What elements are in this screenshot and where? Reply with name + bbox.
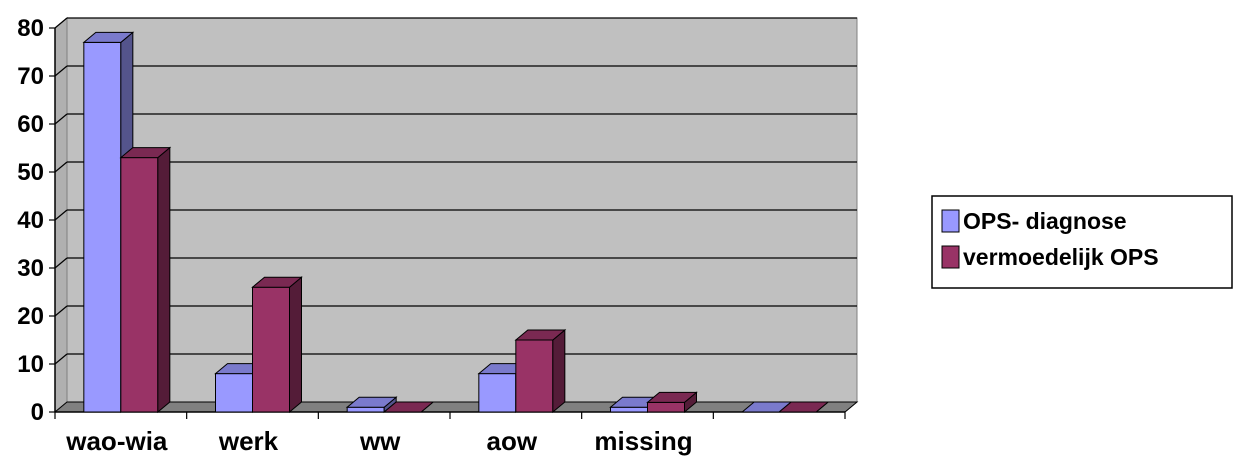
- x-tick-label: ww: [359, 426, 401, 456]
- gridlines: [54, 17, 857, 365]
- bar-top: [514, 329, 567, 341]
- bar-front: [478, 373, 517, 413]
- bar-side: [552, 328, 566, 414]
- bar: [382, 401, 435, 413]
- y-tick-label: 20: [17, 303, 44, 330]
- bar-top: [119, 147, 172, 159]
- plot-floor: [53, 401, 859, 413]
- plot-background: [53, 16, 859, 414]
- gridline-side: [54, 161, 68, 173]
- y-tick-label: 0: [31, 399, 44, 426]
- bar-top: [646, 391, 698, 403]
- gridline-side: [54, 113, 68, 125]
- legend-label: vermoedelijk OPS: [963, 244, 1159, 270]
- legend-item: vermoedelijk OPS: [941, 244, 1159, 270]
- axis-labels: 0 10 20 30 40 50 60 70 80 wao-wia werk ww aow missing: [17, 15, 692, 456]
- bar: [251, 276, 303, 414]
- axes: [49, 27, 846, 419]
- bar-top: [251, 276, 303, 288]
- bar: [777, 401, 830, 413]
- bar-front: [83, 41, 122, 413]
- bar-top: [382, 401, 435, 413]
- y-tick-label: 50: [17, 159, 44, 186]
- gridline-side: [54, 17, 68, 29]
- bar-top: [82, 31, 135, 43]
- y-tick-label: 40: [17, 207, 44, 234]
- x-tick-label: aow: [487, 426, 538, 456]
- legend-swatch: [941, 245, 960, 269]
- bar: [514, 328, 567, 414]
- bar: [119, 146, 172, 414]
- legend-box: [931, 195, 1233, 289]
- y-tick-label: 60: [17, 111, 44, 138]
- bar-front: [610, 406, 648, 413]
- legend-swatch: [941, 209, 960, 233]
- x-tick-label: wao-wia: [65, 426, 168, 456]
- bar-front: [252, 286, 290, 413]
- y-tick-label: 70: [17, 63, 44, 90]
- bar-front: [120, 157, 159, 413]
- y-tick-label: 80: [17, 15, 44, 42]
- bar: [345, 396, 398, 414]
- bar-side: [289, 276, 302, 414]
- bar: [646, 391, 698, 414]
- y-tick-label: 30: [17, 255, 44, 282]
- gridline-side: [54, 209, 68, 221]
- bar-front: [647, 401, 685, 413]
- legend: OPS- diagnose vermoedelijk OPS: [931, 195, 1233, 289]
- x-tick-label: missing: [594, 426, 692, 456]
- gridline-side: [54, 257, 68, 269]
- bar-front: [215, 373, 253, 413]
- bar-side: [157, 146, 171, 414]
- gridline-side: [54, 305, 68, 317]
- bar-top: [777, 401, 830, 413]
- bar-front: [515, 339, 554, 413]
- legend-label: OPS- diagnose: [963, 208, 1127, 234]
- bars: [82, 31, 830, 414]
- gridline-side: [54, 353, 68, 365]
- x-tick-label: werk: [218, 426, 279, 456]
- bar-front: [346, 406, 385, 413]
- gridline-side: [54, 65, 68, 77]
- bar-top: [345, 396, 398, 408]
- y-tick-label: 10: [17, 351, 44, 378]
- legend-item: OPS- diagnose: [941, 208, 1127, 234]
